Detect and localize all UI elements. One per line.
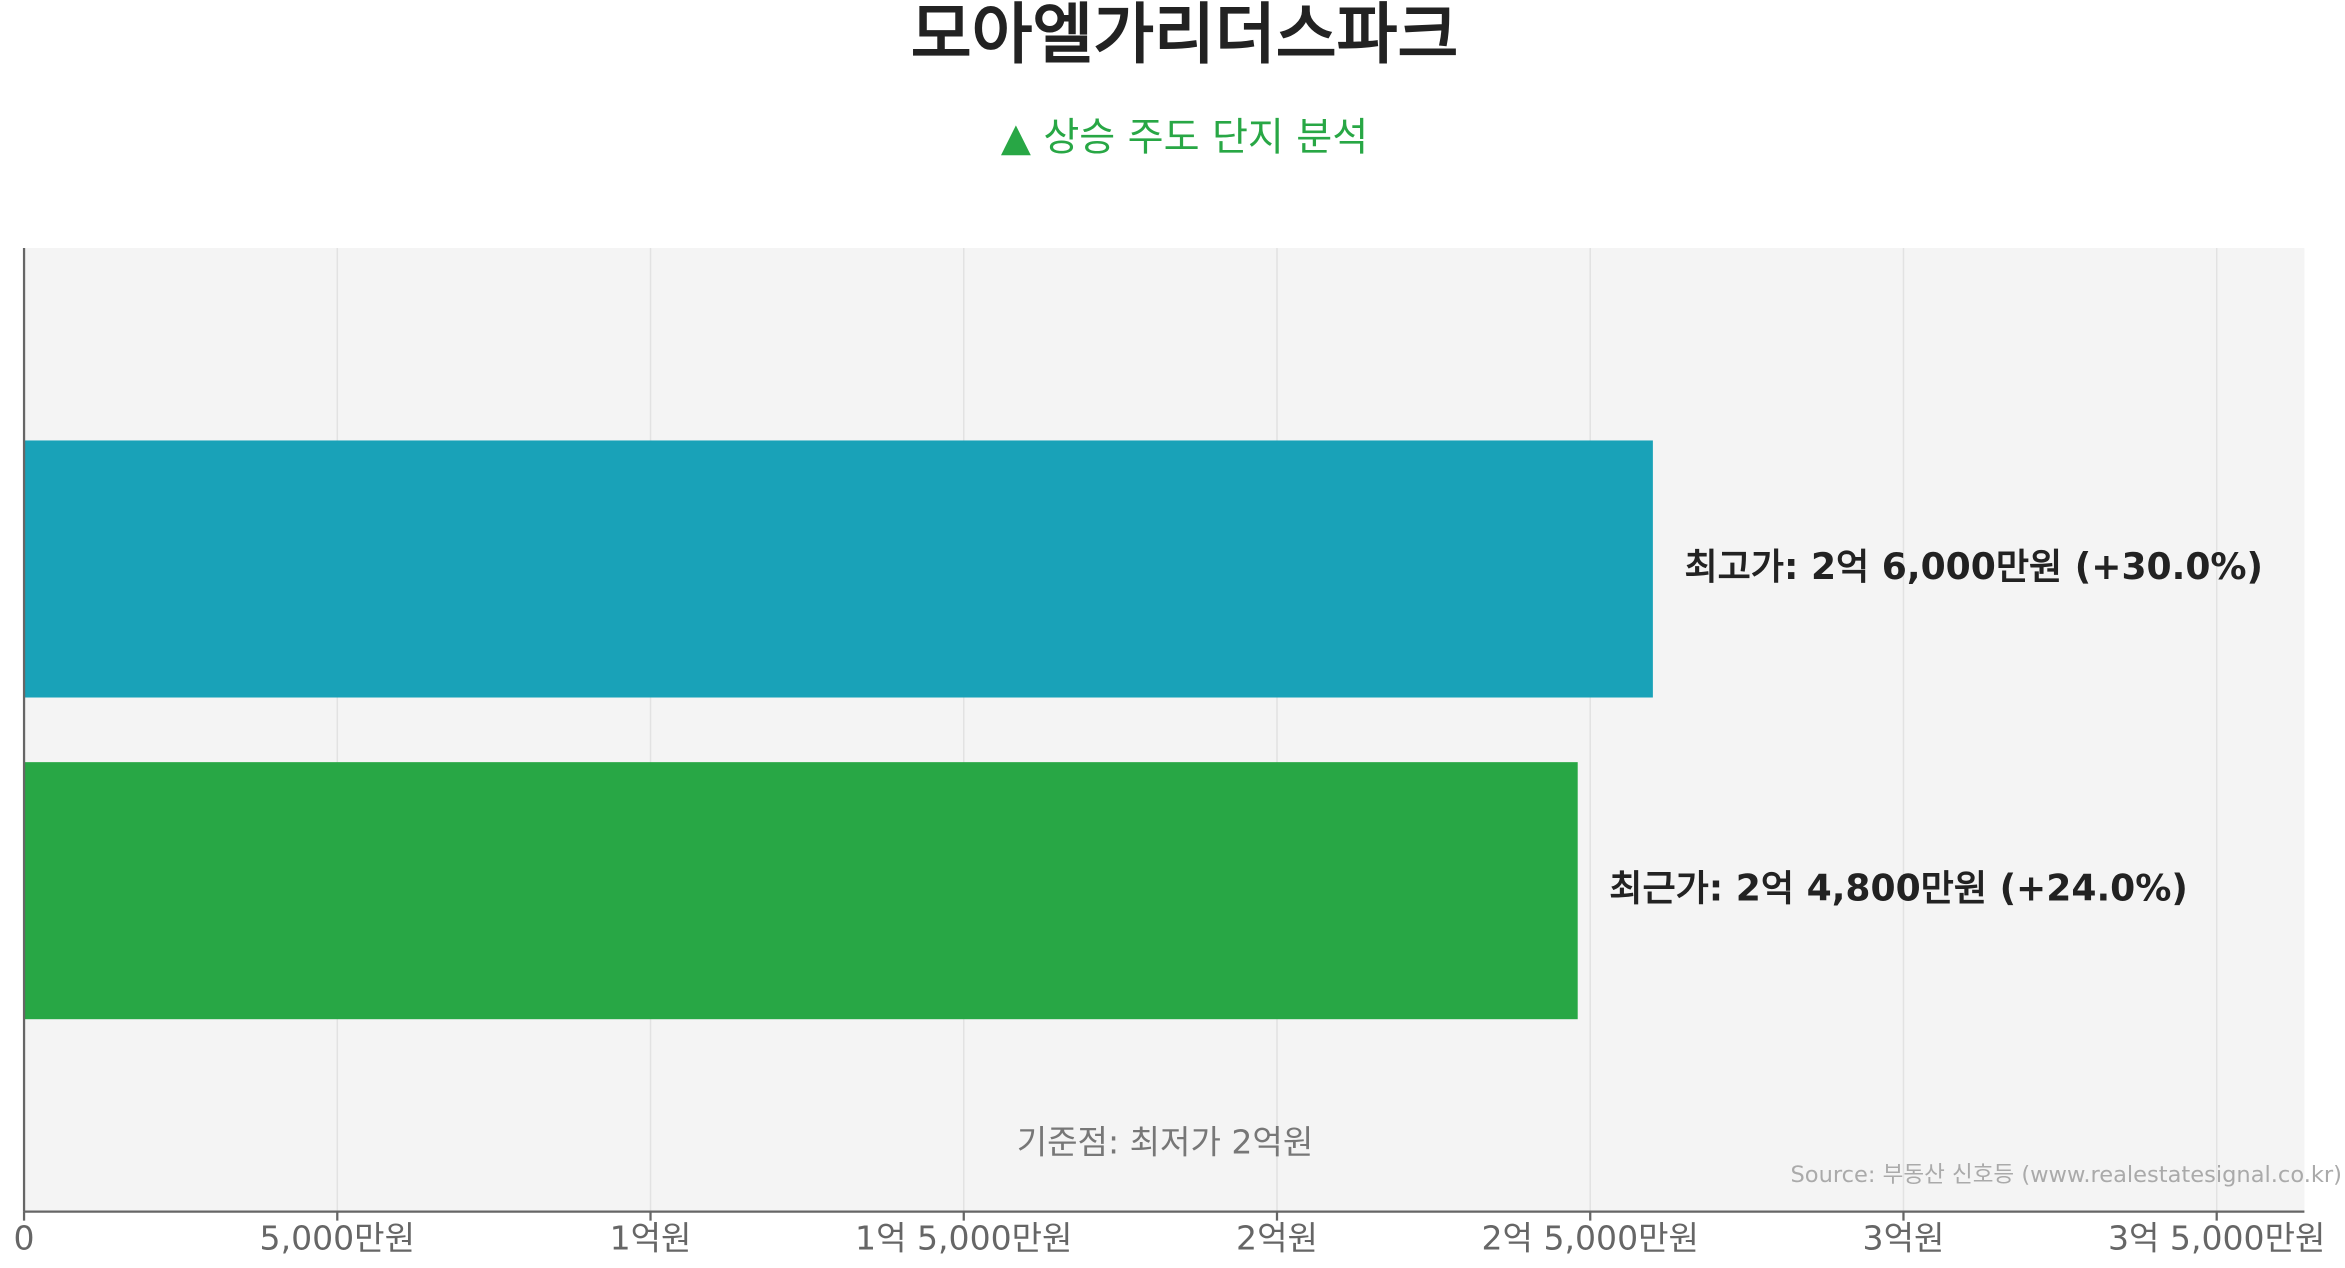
bar bbox=[24, 762, 1578, 1020]
plot-area bbox=[24, 248, 2305, 1212]
annotation: 기준점: 최저가 2억원 bbox=[1017, 1122, 1314, 1161]
x-tick-label: 2억 5,000만원 bbox=[1482, 1219, 1699, 1258]
data-label: 최고가: 2억 6,000만원 (+30.0%) bbox=[1684, 546, 2263, 588]
x-tick-label: 0 bbox=[14, 1219, 35, 1258]
x-tick-label: 3억원 bbox=[1863, 1219, 1945, 1258]
x-tick-label: 3억 5,000만원 bbox=[2108, 1219, 2325, 1258]
x-tick-label: 5,000만원 bbox=[260, 1219, 416, 1258]
chart-title: 모아엘가리더스파크 bbox=[911, 0, 1459, 73]
source: Source: 부동산 신호등 (www.realestatesignal.co… bbox=[1790, 1162, 2342, 1188]
x-tick-label: 1억원 bbox=[610, 1219, 692, 1258]
x-tick-label: 2억원 bbox=[1236, 1219, 1318, 1258]
chart-subtitle: ▲ 상승 주도 단지 분석 bbox=[1001, 115, 1368, 160]
x-tick-label: 1억 5,000만원 bbox=[855, 1219, 1072, 1258]
data-label: 최근가: 2억 4,800만원 (+24.0%) bbox=[1609, 868, 2188, 910]
bar bbox=[24, 440, 1653, 698]
